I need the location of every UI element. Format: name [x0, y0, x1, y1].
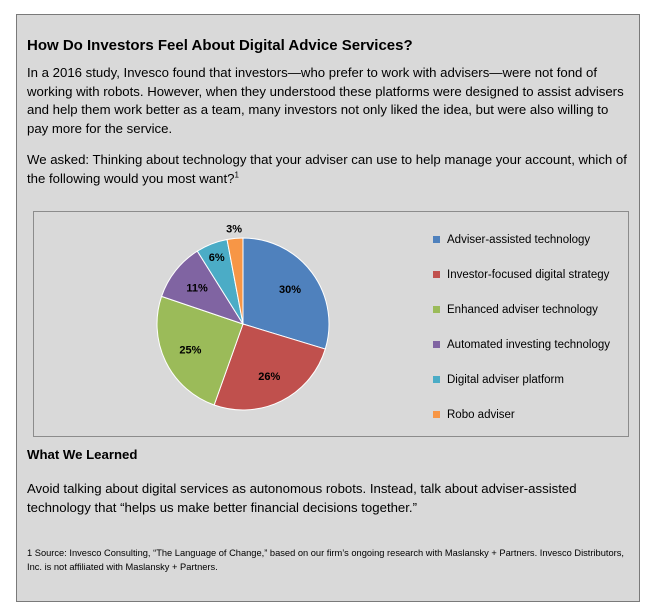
pie-slice-enhanced-adviser-technology: [156, 295, 244, 406]
question-paragraph: We asked: Thinking about technology that…: [27, 151, 633, 188]
legend-swatch: [433, 271, 440, 278]
pie-data-label: 25%: [179, 344, 201, 356]
footnote-mark: 1: [234, 170, 239, 180]
intro-paragraph: In a 2016 study, Invesco found that inve…: [27, 65, 624, 136]
learned-paragraph: Avoid talking about digital services as …: [27, 481, 577, 515]
pie-data-labels: 30% 26% 25% 11% 6% 3%: [179, 223, 301, 383]
pie-slice-adviser-assisted-technology: [242, 237, 330, 350]
article-panel: How Do Investors Feel About Digital Advi…: [16, 14, 640, 602]
footnote: 1 Source: Invesco Consulting, “The Langu…: [27, 548, 624, 572]
legend-label: Digital adviser platform: [447, 374, 564, 386]
question-text: We asked: Thinking about technology that…: [27, 152, 627, 186]
legend-swatch: [433, 376, 440, 383]
chart-legend: Adviser-assisted technology Investor-focu…: [433, 234, 610, 421]
pie-slices: [156, 237, 330, 411]
legend-label: Automated investing technology: [447, 339, 610, 351]
legend-swatch: [433, 341, 440, 348]
pie-data-label: 11%: [186, 283, 208, 295]
legend-label: Adviser-assisted technology: [447, 234, 590, 246]
pie-chart: 30% 26% 25% 11% 6% 3% Adviser-assisted techno…: [33, 211, 629, 437]
pie-chart-svg: 30% 26% 25% 11% 6% 3% Adviser-assisted techno…: [156, 223, 610, 421]
pie-slice-robo-adviser: [226, 237, 244, 325]
pie-data-label: 26%: [258, 371, 280, 383]
pie-data-label: 6%: [209, 252, 225, 264]
legend-label: Investor-focused digital strategy: [447, 269, 610, 281]
learned-heading: What We Learned: [27, 447, 138, 462]
legend-swatch: [433, 306, 440, 313]
pie-data-label: 30%: [279, 284, 301, 296]
pie-data-label: 3%: [226, 223, 242, 235]
article-title: How Do Investors Feel About Digital Advi…: [27, 37, 413, 54]
legend-label: Robo adviser: [447, 409, 515, 421]
legend-label: Enhanced adviser technology: [447, 304, 598, 316]
legend-swatch: [433, 236, 440, 243]
legend-swatch: [433, 411, 440, 418]
pie-slice-investor-focused-digital-strategy: [213, 323, 326, 411]
